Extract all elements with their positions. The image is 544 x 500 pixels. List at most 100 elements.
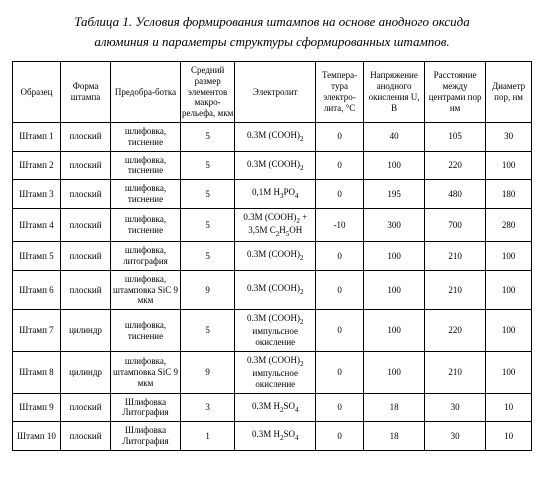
cell-volt: 100 [364,270,425,309]
cell-volt: 18 [364,393,425,422]
cell-elec: 0.3M (COOH)2 + 3,5M C2H5OH [235,208,316,241]
cell-sample: Штамп 5 [13,242,61,271]
cell-pre: шлифовка, тиснение [111,122,181,151]
cell-volt: 100 [364,351,425,393]
table-row: Штамп 4плоскийшлифовка, тиснение50.3M (C… [13,208,532,241]
cell-elec: 0.3M (COOH)2 импульсное окисление [235,310,316,352]
cell-dist: 30 [425,393,486,422]
cell-form: цилиндр [60,351,110,393]
cell-form: плоский [60,422,110,451]
table-row: Штамп 3плоскийшлифовка, тиснение50,1M H3… [13,180,532,209]
cell-dist: 30 [425,422,486,451]
cell-elec: 0.3M H2SO4 [235,393,316,422]
cell-elec: 0.3M (COOH)2 импульсное окисление [235,351,316,393]
cell-form: плоский [60,208,110,241]
cell-macro: 5 [180,122,235,151]
cell-form: плоский [60,242,110,271]
table-row: Штамп 6плоскийшлифовка, штамповка SiC 9 … [13,270,532,309]
cell-pre: шлифовка, тиснение [111,208,181,241]
h-macro: Средний размер элементов макро-рельефа, … [180,62,235,123]
cell-macro: 1 [180,422,235,451]
h-diameter: Диаметр пор, нм [486,62,532,123]
cell-macro: 9 [180,270,235,309]
cell-elec: 0.3M (COOH)2 [235,270,316,309]
cell-diam: 280 [486,208,532,241]
cell-dist: 210 [425,270,486,309]
cell-dist: 220 [425,310,486,352]
h-electrolyte: Электролит [235,62,316,123]
table-row: Штамп 8цилиндршлифовка, штамповка SiC 9 … [13,351,532,393]
cell-sample: Штамп 6 [13,270,61,309]
cell-form: плоский [60,122,110,151]
cell-diam: 100 [486,270,532,309]
cell-macro: 3 [180,393,235,422]
cell-dist: 210 [425,242,486,271]
cell-temp: 0 [316,393,364,422]
cell-diam: 30 [486,122,532,151]
conditions-table: Образец Форма штампа Предобра-ботка Сред… [12,61,532,451]
h-voltage: Напряжение анодного окисления U, В [364,62,425,123]
cell-temp: 0 [316,180,364,209]
header-row: Образец Форма штампа Предобра-ботка Сред… [13,62,532,123]
cell-temp: 0 [316,422,364,451]
cell-dist: 700 [425,208,486,241]
h-form: Форма штампа [60,62,110,123]
cell-volt: 100 [364,242,425,271]
cell-elec: 0.3M (COOH)2 [235,151,316,180]
table-row: Штамп 9плоскийШлифовка Литография30.3M H… [13,393,532,422]
cell-temp: 0 [316,122,364,151]
table-row: Штамп 10плоскийШлифовка Литография10.3M … [13,422,532,451]
cell-macro: 5 [180,242,235,271]
h-temp: Темпера-тура электро-лита, °C [316,62,364,123]
cell-pre: шлифовка, тиснение [111,151,181,180]
cell-diam: 100 [486,242,532,271]
table-row: Штамп 1плоскийшлифовка, тиснение50.3M (C… [13,122,532,151]
h-sample: Образец [13,62,61,123]
cell-temp: 0 [316,151,364,180]
cell-temp: -10 [316,208,364,241]
cell-elec: 0.3M (COOH)2 [235,122,316,151]
cell-dist: 210 [425,351,486,393]
cell-diam: 100 [486,351,532,393]
cell-macro: 5 [180,310,235,352]
table-row: Штамп 2плоскийшлифовка, тиснение50.3M (C… [13,151,532,180]
cell-temp: 0 [316,351,364,393]
cell-macro: 5 [180,180,235,209]
cell-volt: 100 [364,310,425,352]
cell-macro: 5 [180,151,235,180]
cell-volt: 40 [364,122,425,151]
cell-pre: шлифовка, тиснение [111,310,181,352]
cell-sample: Штамп 1 [13,122,61,151]
cell-elec: 0.3M H2SO4 [235,422,316,451]
cell-volt: 300 [364,208,425,241]
cell-pre: шлифовка, литография [111,242,181,271]
table-row: Штамп 5плоскийшлифовка, литография50.3M … [13,242,532,271]
cell-pre: Шлифовка Литография [111,422,181,451]
cell-sample: Штамп 10 [13,422,61,451]
cell-elec: 0.3M (COOH)2 [235,242,316,271]
cell-sample: Штамп 2 [13,151,61,180]
cell-form: плоский [60,151,110,180]
cell-form: плоский [60,393,110,422]
cell-pre: шлифовка, тиснение [111,180,181,209]
cell-pre: шлифовка, штамповка SiC 9 мкм [111,351,181,393]
cell-dist: 480 [425,180,486,209]
h-pre: Предобра-ботка [111,62,181,123]
caption-line2: алюминия и параметры структуры сформиров… [94,34,449,49]
cell-diam: 100 [486,151,532,180]
table-body: Штамп 1плоскийшлифовка, тиснение50.3M (C… [13,122,532,450]
cell-sample: Штамп 4 [13,208,61,241]
cell-diam: 180 [486,180,532,209]
table-row: Штамп 7цилиндршлифовка, тиснение50.3M (C… [13,310,532,352]
cell-volt: 100 [364,151,425,180]
cell-pre: шлифовка, штамповка SiC 9 мкм [111,270,181,309]
h-distance: Расстояние между центрами пор нм [425,62,486,123]
cell-dist: 220 [425,151,486,180]
cell-diam: 10 [486,393,532,422]
cell-form: плоский [60,180,110,209]
table-caption: Таблица 1. Условия формирования штампов … [12,12,532,51]
cell-dist: 105 [425,122,486,151]
cell-temp: 0 [316,310,364,352]
cell-macro: 5 [180,208,235,241]
cell-diam: 10 [486,422,532,451]
